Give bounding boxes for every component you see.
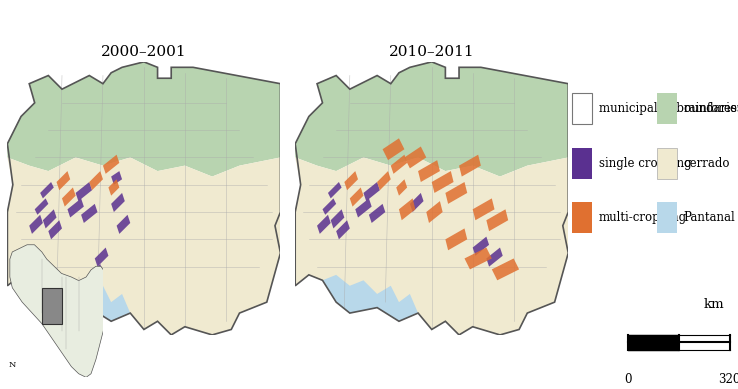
Polygon shape <box>410 193 424 212</box>
Title: 2000–2001: 2000–2001 <box>101 45 187 59</box>
Polygon shape <box>345 171 358 190</box>
Text: 0: 0 <box>624 373 632 386</box>
Polygon shape <box>377 171 391 190</box>
Text: municipality boundaries: municipality boundaries <box>599 102 738 116</box>
Text: km: km <box>704 298 725 311</box>
Polygon shape <box>472 198 494 220</box>
FancyBboxPatch shape <box>572 148 592 179</box>
Polygon shape <box>459 155 481 177</box>
Polygon shape <box>355 198 372 217</box>
Polygon shape <box>111 171 122 185</box>
Polygon shape <box>49 220 62 239</box>
Polygon shape <box>486 209 508 231</box>
Polygon shape <box>35 198 49 215</box>
Polygon shape <box>94 247 108 266</box>
Polygon shape <box>10 245 106 377</box>
Polygon shape <box>464 247 492 270</box>
Text: rainforest: rainforest <box>683 102 738 116</box>
Polygon shape <box>43 209 57 228</box>
Polygon shape <box>404 147 427 168</box>
Text: single cropping: single cropping <box>599 157 692 170</box>
FancyBboxPatch shape <box>572 202 592 233</box>
Polygon shape <box>446 228 467 250</box>
Polygon shape <box>35 275 131 321</box>
Title: 2010–2011: 2010–2011 <box>389 45 475 59</box>
Polygon shape <box>7 62 280 177</box>
Polygon shape <box>331 209 345 228</box>
Polygon shape <box>472 237 489 256</box>
Polygon shape <box>62 187 75 207</box>
Polygon shape <box>396 179 407 196</box>
FancyBboxPatch shape <box>657 202 677 233</box>
Polygon shape <box>57 171 70 190</box>
Polygon shape <box>89 171 103 190</box>
Polygon shape <box>40 182 54 198</box>
Text: Pantanal: Pantanal <box>683 211 736 224</box>
FancyBboxPatch shape <box>657 93 677 124</box>
Text: N: N <box>9 361 16 369</box>
Polygon shape <box>328 182 342 198</box>
Polygon shape <box>89 264 103 283</box>
Text: multi-cropping: multi-cropping <box>599 211 687 224</box>
Polygon shape <box>295 158 568 335</box>
Polygon shape <box>432 171 454 193</box>
Polygon shape <box>323 198 337 215</box>
Text: cerrado: cerrado <box>683 157 730 170</box>
Polygon shape <box>337 220 350 239</box>
Polygon shape <box>111 193 125 212</box>
Polygon shape <box>363 182 380 201</box>
Polygon shape <box>350 187 363 207</box>
Polygon shape <box>30 215 43 234</box>
Polygon shape <box>42 288 61 324</box>
Text: 320: 320 <box>718 373 738 386</box>
Polygon shape <box>391 155 407 174</box>
Polygon shape <box>7 158 280 335</box>
Polygon shape <box>382 138 404 160</box>
Polygon shape <box>323 275 418 321</box>
Polygon shape <box>369 204 385 223</box>
Polygon shape <box>427 201 443 223</box>
Polygon shape <box>446 182 467 204</box>
Polygon shape <box>492 258 519 280</box>
Polygon shape <box>117 215 131 234</box>
FancyBboxPatch shape <box>572 93 592 124</box>
Polygon shape <box>81 204 97 223</box>
Polygon shape <box>317 215 331 234</box>
Polygon shape <box>399 198 415 220</box>
FancyBboxPatch shape <box>657 148 677 179</box>
Polygon shape <box>486 247 503 266</box>
Polygon shape <box>75 182 92 201</box>
Polygon shape <box>67 198 84 217</box>
Polygon shape <box>103 155 120 174</box>
Polygon shape <box>108 179 120 196</box>
Polygon shape <box>295 62 568 177</box>
Polygon shape <box>418 160 440 182</box>
